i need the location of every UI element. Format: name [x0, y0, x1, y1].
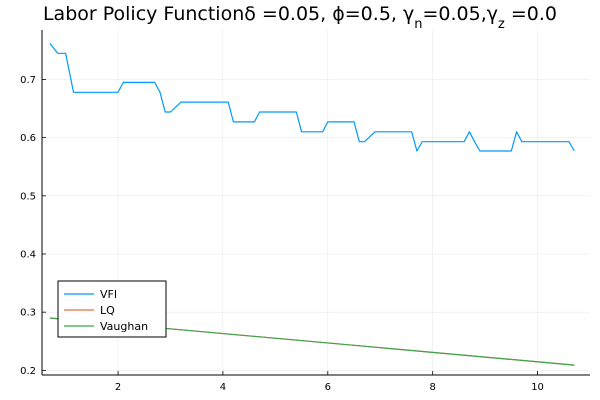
legend-label: VFI — [100, 288, 117, 301]
legend-box — [57, 280, 167, 338]
y-ticks: 0.2 0.3 0.4 0.5 0.6 0.7 — [20, 75, 46, 377]
legend: VFI LQ Vaughan — [57, 280, 167, 338]
x-ticks: 2 4 6 8 10 — [115, 371, 544, 393]
title-param-symbol: ϕ — [332, 3, 345, 25]
title-param-value: =0.05, — [256, 3, 332, 25]
axes — [41, 30, 590, 376]
title-text: Labor Policy Functionδ =0.05, ϕ=0.5, γn=… — [43, 3, 557, 32]
x-tick-label: 6 — [325, 382, 331, 393]
y-tick-label: 0.7 — [20, 75, 36, 86]
x-tick-label: 10 — [531, 382, 544, 393]
y-tick-label: 0.3 — [20, 308, 36, 319]
legend-label: Vaughan — [100, 320, 148, 333]
x-tick-label: 4 — [220, 382, 226, 393]
y-tick-label: 0.6 — [20, 133, 36, 144]
x-tick-label: 8 — [429, 382, 435, 393]
title-param-subscript: n — [414, 17, 422, 32]
title-param-symbol: γ — [403, 3, 414, 25]
x-tick-label: 2 — [115, 382, 121, 393]
title-param-value: =0.05, — [422, 3, 486, 25]
y-tick-label: 0.5 — [20, 191, 36, 202]
title-param-value: =0.5, — [345, 3, 403, 25]
series-line-vfi — [49, 43, 575, 152]
legend-label: LQ — [100, 304, 115, 317]
y-tick-label: 0.2 — [20, 366, 36, 377]
grid — [42, 30, 590, 375]
y-tick-label: 0.4 — [20, 249, 36, 260]
title-param-value: =0.0 — [505, 3, 557, 25]
title-param-symbol: γ — [487, 3, 498, 25]
chart-title: Labor Policy Functionδ =0.05, ϕ=0.5, γn=… — [43, 3, 557, 32]
title-main: Labor Policy Function — [43, 3, 244, 25]
title-param-subscript: z — [498, 17, 505, 32]
title-param-symbol: δ — [244, 3, 256, 25]
